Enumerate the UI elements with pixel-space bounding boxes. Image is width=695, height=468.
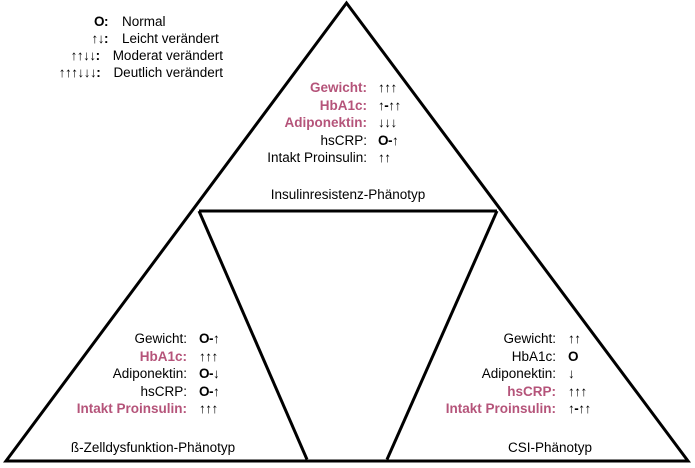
- measurement-value: ↓: [568, 366, 575, 381]
- beta-cell-dysfunction-caption: ß-Zelldysfunktion-Phänotyp: [70, 440, 236, 455]
- measurement-value: ↑↑↑: [199, 348, 218, 364]
- legend-symbol: ↑↓: [91, 31, 105, 46]
- inner-diagonal-right: [385, 210, 499, 461]
- legend-colon: :: [104, 31, 109, 46]
- measurement-row: hsCRP: O-↑: [56, 384, 219, 402]
- measurement-label: hsCRP:: [507, 383, 556, 399]
- legend-item: ↑↑↓↓ : Moderat verändert: [8, 48, 223, 65]
- measurement-value: ↑-↑↑: [568, 401, 591, 416]
- measurement-value: ↑↑↑: [568, 383, 587, 399]
- measurement-row: Adiponektin: ↓↓↓: [239, 115, 401, 133]
- measurement-label: hsCRP:: [320, 132, 367, 148]
- outer-triangle: [3, 0, 691, 463]
- measurement-row: Gewicht: O-↑: [56, 331, 219, 349]
- measurement-row: Adiponektin: ↓: [425, 366, 591, 384]
- measurement-value: O-↑: [378, 132, 399, 148]
- insulin-resistance-measurements: Gewicht: ↑↑↑ HbA1c: ↑-↑↑ Adiponektin: ↓↓…: [239, 80, 401, 168]
- measurement-row: HbA1c: ↑↑↑: [56, 349, 219, 367]
- measurement-value: O-↓: [199, 366, 220, 381]
- legend-item: ↑↓ : Leicht verändert: [8, 31, 223, 48]
- legend-colon: :: [96, 65, 101, 80]
- legend: O : Normal ↑↓ : Leicht verändert ↑↑↓↓ : …: [8, 14, 223, 82]
- legend-label: Leicht verändert: [122, 31, 219, 46]
- measurement-label: Intakt Proinsulin:: [445, 401, 556, 416]
- legend-symbol: ↑↑↓↓: [70, 48, 96, 63]
- measurement-row: HbA1c: ↑-↑↑: [239, 97, 402, 116]
- measurement-row: Intakt Proinsulin: ↑-↑↑: [425, 401, 592, 419]
- csi-measurements: Gewicht: ↑↑ HbA1c: O Adiponektin: ↓ hsCR…: [425, 331, 592, 419]
- measurement-value: ↑↑: [378, 150, 391, 165]
- measurement-value: ↑↑: [568, 331, 581, 346]
- measurement-label: Intakt Proinsulin:: [76, 401, 187, 416]
- legend-label: Normal: [122, 14, 166, 29]
- measurement-value: ↑↑↑: [378, 80, 397, 95]
- measurement-row: Gewicht: ↑↑↑: [239, 80, 401, 98]
- measurement-value: O-↑: [199, 331, 220, 346]
- measurement-label: Adiponektin:: [112, 366, 187, 381]
- legend-colon: :: [95, 48, 101, 63]
- measurement-value: O: [568, 348, 579, 364]
- measurement-label: HbA1c:: [319, 97, 367, 113]
- legend-label: Moderat verändert: [112, 48, 223, 63]
- measurement-value: ↓↓↓: [378, 115, 397, 130]
- measurement-label: HbA1c:: [511, 348, 556, 364]
- measurement-value: ↑↑↑: [199, 401, 218, 416]
- measurement-row: Intakt Proinsulin: ↑↑↑: [56, 401, 219, 419]
- legend-item: O : Normal: [8, 14, 223, 31]
- legend-item: ↑↑↑↓↓↓ : Deutlich verändert: [8, 65, 223, 82]
- beta-cell-dysfunction-measurements: Gewicht: O-↑ HbA1c: ↑↑↑ Adiponektin: O-↓…: [56, 331, 220, 419]
- insulin-resistance-caption: Insulinresistenz-Phänotyp: [270, 187, 426, 202]
- measurement-label: Adiponektin:: [284, 115, 368, 130]
- legend-label: Deutlich verändert: [113, 65, 223, 80]
- measurement-value: O-↑: [199, 383, 220, 399]
- measurement-label: Gewicht:: [503, 331, 556, 346]
- measurement-row: Adiponektin: O-↓: [56, 366, 220, 384]
- measurement-row: HbA1c: O: [425, 349, 591, 367]
- legend-symbol: O: [93, 14, 105, 29]
- measurement-row: Gewicht: ↑↑: [425, 331, 591, 349]
- legend-symbol: ↑↑↑↓↓↓: [58, 65, 97, 80]
- measurement-label: hsCRP:: [140, 383, 187, 399]
- measurement-label: Intakt Proinsulin:: [267, 150, 367, 165]
- measurement-label: HbA1c:: [139, 348, 187, 364]
- legend-colon: :: [104, 14, 109, 29]
- measurement-row: hsCRP: O-↑: [239, 133, 401, 151]
- measurement-row: Intakt Proinsulin: ↑↑: [239, 150, 401, 168]
- csi-caption: CSI-Phänotyp: [507, 440, 593, 455]
- measurement-value: ↑-↑↑: [378, 97, 401, 113]
- measurement-label: Gewicht:: [309, 80, 367, 95]
- measurement-label: Adiponektin:: [481, 366, 556, 381]
- inner-diagonal-left: [197, 210, 309, 461]
- measurement-label: Gewicht:: [134, 331, 187, 346]
- measurement-row: hsCRP: ↑↑↑: [425, 384, 591, 402]
